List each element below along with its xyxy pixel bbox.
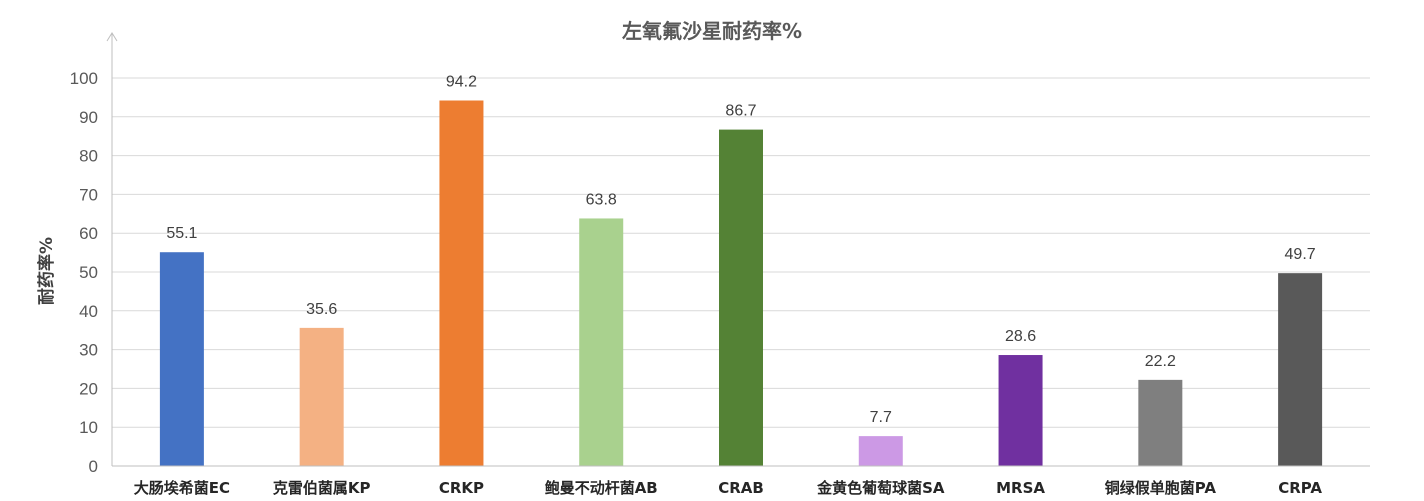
bar: [1138, 379, 1183, 466]
y-axis-arrow: [106, 32, 118, 42]
y-tick-label: 70: [79, 185, 98, 204]
y-tick-label: 60: [79, 224, 98, 243]
x-tick-label: MRSA: [996, 479, 1045, 497]
bars: [159, 100, 1323, 466]
y-axis-label: 耐药率%: [36, 237, 57, 305]
y-tick-label: 0: [89, 457, 98, 476]
data-label: 49.7: [1285, 246, 1316, 263]
chart-title: 左氧氟沙星耐药率%: [622, 19, 802, 43]
bar: [719, 129, 763, 466]
data-label: 7.7: [870, 409, 892, 426]
x-tick-labels: 大肠埃希菌EC 克雷伯菌属KP CRKP 鲍曼不动杆菌AB CRAB 金黄色葡萄球菌SA M…: [134, 479, 1323, 497]
x-tick-label: 大肠埃希菌EC: [134, 479, 230, 497]
y-tick-label: 20: [79, 379, 98, 398]
y-tick-label: 10: [79, 418, 98, 437]
x-tick-label: 克雷伯菌属KP: [273, 479, 371, 497]
bar: [159, 252, 204, 466]
y-tick-label: 50: [79, 263, 98, 282]
x-tick-label: CRPA: [1278, 479, 1322, 497]
data-label: 94.2: [446, 74, 477, 91]
y-tick-label: 100: [70, 69, 98, 88]
x-tick-label: CRKP: [439, 479, 484, 497]
data-label: 63.8: [586, 191, 617, 208]
data-label: 86.7: [725, 103, 756, 120]
bar: [439, 100, 484, 466]
y-tick-label: 40: [79, 302, 98, 321]
x-tick-label: 金黄色葡萄球菌SA: [816, 479, 945, 497]
bar: [998, 355, 1043, 466]
bar: [299, 327, 344, 466]
y-tick-label: 30: [79, 341, 98, 360]
bar: [1278, 273, 1323, 466]
y-tick-label: 80: [79, 147, 98, 166]
x-tick-label: CRAB: [718, 479, 764, 497]
y-tick-label: 90: [79, 108, 98, 127]
data-labels: 55.1 35.6 94.2 63.8 86.7 7.7 28.6 22.2 49.7: [166, 74, 1315, 427]
data-label: 28.6: [1005, 328, 1036, 345]
data-label: 35.6: [306, 301, 337, 318]
bar: [579, 218, 624, 466]
bar: [858, 436, 903, 466]
data-label: 22.2: [1145, 353, 1176, 370]
y-tick-labels: 0 10 20 30 40 50 60 70 80 90 100: [70, 69, 98, 476]
data-label: 55.1: [166, 225, 197, 242]
x-tick-label: 鲍曼不动杆菌AB: [545, 479, 658, 497]
x-tick-label: 铜绿假单胞菌PA: [1105, 479, 1217, 497]
